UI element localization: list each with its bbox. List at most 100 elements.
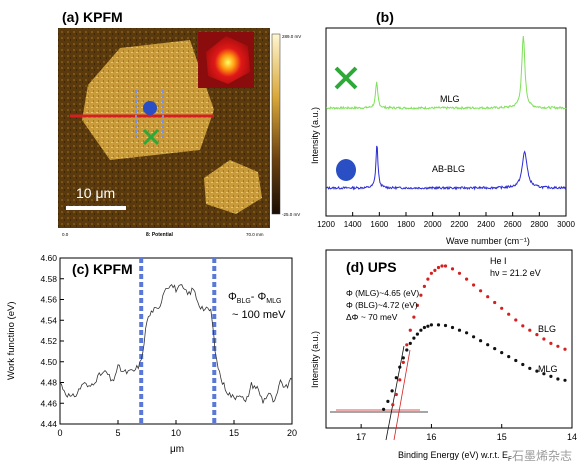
afm-flake-small (204, 160, 262, 214)
tick-label-b-1600: 1600 (370, 220, 388, 229)
tick-label-b-3000: 3000 (557, 220, 575, 229)
point-mlg-7 (408, 341, 412, 345)
series-mlg-points (382, 323, 567, 411)
point-mlg-26 (521, 362, 525, 367)
tick-label-c-x-10: 10 (171, 428, 181, 438)
point-blg-5 (408, 328, 412, 332)
tick-label-c-x-0: 0 (57, 428, 62, 438)
blue-dot-marker (143, 101, 157, 115)
tick-label-c-y-4.52: 4.52 (40, 336, 57, 346)
point-mlg-24 (507, 355, 511, 359)
point-mlg-32 (563, 378, 567, 382)
point-mlg-2 (390, 389, 394, 393)
point-blg-30 (549, 341, 553, 345)
inset-flake (206, 36, 250, 84)
point-blg-28 (535, 333, 539, 337)
point-mlg-8 (412, 336, 416, 340)
afm-flake-large (82, 40, 214, 160)
panel-b-title: (b) (376, 9, 394, 25)
series-mlg-line (325, 36, 567, 110)
panel-c-frame (59, 257, 293, 425)
tick-label-b-2000: 2000 (424, 220, 442, 229)
legend-ab-blg: AB-BLG (432, 164, 465, 174)
blue-dot-icon (336, 159, 356, 181)
tick-label-c-y-4.6: 4.60 (40, 253, 57, 263)
tick-label-b-1400: 1400 (344, 220, 362, 229)
footer-left: 0.0 (62, 232, 69, 237)
point-blg-26 (521, 324, 525, 328)
point-mlg-13 (429, 323, 433, 327)
point-blg-18 (465, 277, 469, 281)
point-blg-27 (528, 328, 532, 332)
point-blg-9 (422, 284, 426, 288)
point-mlg-30 (549, 374, 553, 378)
work-function-line (59, 283, 293, 404)
tick-label-c-y-4.5: 4.50 (40, 357, 57, 367)
point-blg-3 (401, 360, 405, 364)
panel-d-title: (d) UPS (346, 259, 397, 275)
tick-label-b-1200: 1200 (317, 220, 335, 229)
point-blg-17 (457, 271, 462, 275)
tick-label-c-x-5: 5 (115, 428, 120, 438)
green-cross-icon (334, 66, 358, 90)
point-blg-32 (563, 347, 567, 351)
panel-b-frame (325, 27, 567, 217)
point-mlg-1 (386, 399, 390, 403)
annotation-phi-mlg: Φ (MLG)~4.65 (eV) (346, 288, 419, 298)
panel-b-xlabel: Wave number (cm⁻¹) (446, 236, 530, 246)
point-mlg-4 (398, 365, 402, 369)
point-blg-2 (398, 378, 402, 382)
point-mlg-31 (556, 377, 560, 381)
point-blg-23 (500, 306, 504, 310)
footer-center: 8: Potential (146, 232, 174, 238)
point-mlg-6 (405, 348, 409, 352)
panel-c-title: (c) KPFM (72, 261, 133, 277)
colorbar-bottom-label: -25.0 mV (282, 212, 300, 217)
point-mlg-14 (436, 323, 441, 327)
point-mlg-5 (401, 356, 405, 360)
point-mlg-18 (465, 331, 469, 335)
legend-mlg-ups: MLG (538, 364, 558, 374)
tick-label-d-16: 16 (426, 432, 436, 442)
tick-label-d-15: 15 (497, 432, 507, 442)
panel-c-ylabel: Work functino (eV) (6, 302, 17, 381)
point-blg-16 (450, 267, 455, 271)
tick-label-c-y-4.54: 4.54 (40, 315, 57, 325)
tick-label-c-y-4.58: 4.58 (40, 274, 57, 284)
point-blg-11 (429, 271, 433, 275)
point-mlg-23 (500, 351, 504, 355)
annotation-mev: ~ 100 meV (232, 309, 286, 321)
panel-d-frame (325, 249, 573, 429)
point-blg-21 (486, 295, 490, 299)
point-blg-10 (426, 277, 430, 281)
colorbar-top-label: 289.0 mV (282, 34, 301, 39)
point-blg-31 (556, 344, 560, 348)
series-ab-blg-line (325, 145, 567, 191)
point-blg-12 (433, 268, 437, 272)
annotation-delta-phi: ΔΦ ~ 70 meV (346, 312, 398, 322)
legend-source: He I (490, 256, 507, 266)
point-blg-25 (514, 318, 518, 322)
point-blg-20 (479, 289, 483, 293)
point-mlg-11 (422, 325, 426, 330)
tick-label-c-y-4.46: 4.46 (40, 398, 57, 408)
point-mlg-0 (382, 407, 386, 411)
point-mlg-10 (419, 328, 423, 332)
tick-label-b-2600: 2600 (504, 220, 522, 229)
point-mlg-15 (443, 323, 448, 328)
panel-b-ylabel: Intensity (a.u.) (310, 107, 320, 164)
point-blg-19 (472, 283, 476, 287)
tick-label-b-2800: 2800 (530, 220, 548, 229)
point-mlg-27 (528, 366, 532, 370)
tick-label-c-y-4.48: 4.48 (40, 378, 57, 388)
point-mlg-20 (479, 339, 483, 343)
point-mlg-9 (415, 332, 419, 336)
point-mlg-17 (457, 328, 462, 332)
point-blg-13 (436, 265, 441, 270)
watermark: 石墨烯杂志 (512, 449, 572, 463)
point-blg-14 (440, 264, 444, 268)
panel-d: (d) UPS He I hν = 21.2 eV 17 16 15 14 BLG M… (310, 249, 577, 463)
colorbar (271, 33, 281, 215)
point-blg-4 (405, 343, 409, 347)
